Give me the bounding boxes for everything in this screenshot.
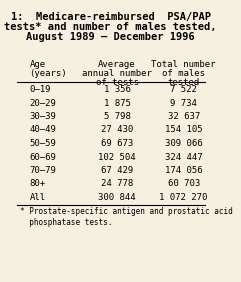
Text: 102 504: 102 504 — [98, 153, 136, 162]
Text: 1 875: 1 875 — [104, 98, 131, 107]
Text: of males: of males — [162, 69, 205, 78]
Text: 1 356: 1 356 — [104, 85, 131, 94]
Text: 174 056: 174 056 — [165, 166, 202, 175]
Text: 70–79: 70–79 — [29, 166, 56, 175]
Text: 154 105: 154 105 — [165, 125, 202, 135]
Text: (years): (years) — [29, 69, 67, 78]
Text: * Prostate-specific antigen and prostatic acid
  phosphatase tests.: * Prostate-specific antigen and prostati… — [20, 208, 233, 227]
Text: August 1989 – December 1996: August 1989 – December 1996 — [26, 32, 195, 42]
Text: Age: Age — [29, 60, 46, 69]
Text: 324 447: 324 447 — [165, 153, 202, 162]
Text: 0–19: 0–19 — [29, 85, 51, 94]
Text: 32 637: 32 637 — [167, 112, 200, 121]
Text: 60 703: 60 703 — [167, 180, 200, 188]
Text: 80+: 80+ — [29, 180, 46, 188]
Text: annual number: annual number — [82, 69, 152, 78]
Text: Average: Average — [98, 60, 136, 69]
Text: 300 844: 300 844 — [98, 193, 136, 202]
Text: 27 430: 27 430 — [101, 125, 133, 135]
Text: of tests: of tests — [96, 78, 139, 87]
Text: 20–29: 20–29 — [29, 98, 56, 107]
Text: All: All — [29, 193, 46, 202]
Text: 24 778: 24 778 — [101, 180, 133, 188]
Text: 50–59: 50–59 — [29, 139, 56, 148]
Text: 5 798: 5 798 — [104, 112, 131, 121]
Text: tested: tested — [167, 78, 200, 87]
Text: 60–69: 60–69 — [29, 153, 56, 162]
Text: 30–39: 30–39 — [29, 112, 56, 121]
Text: tests* and number of males tested,: tests* and number of males tested, — [4, 22, 217, 32]
Text: 1 072 270: 1 072 270 — [160, 193, 208, 202]
Text: Total number: Total number — [151, 60, 216, 69]
Text: 7 522: 7 522 — [170, 85, 197, 94]
Text: 40–49: 40–49 — [29, 125, 56, 135]
Text: 9 734: 9 734 — [170, 98, 197, 107]
Text: 1:  Medicare-reimbursed  PSA/PAP: 1: Medicare-reimbursed PSA/PAP — [11, 12, 211, 22]
Text: 67 429: 67 429 — [101, 166, 133, 175]
Text: 309 066: 309 066 — [165, 139, 202, 148]
Text: 69 673: 69 673 — [101, 139, 133, 148]
